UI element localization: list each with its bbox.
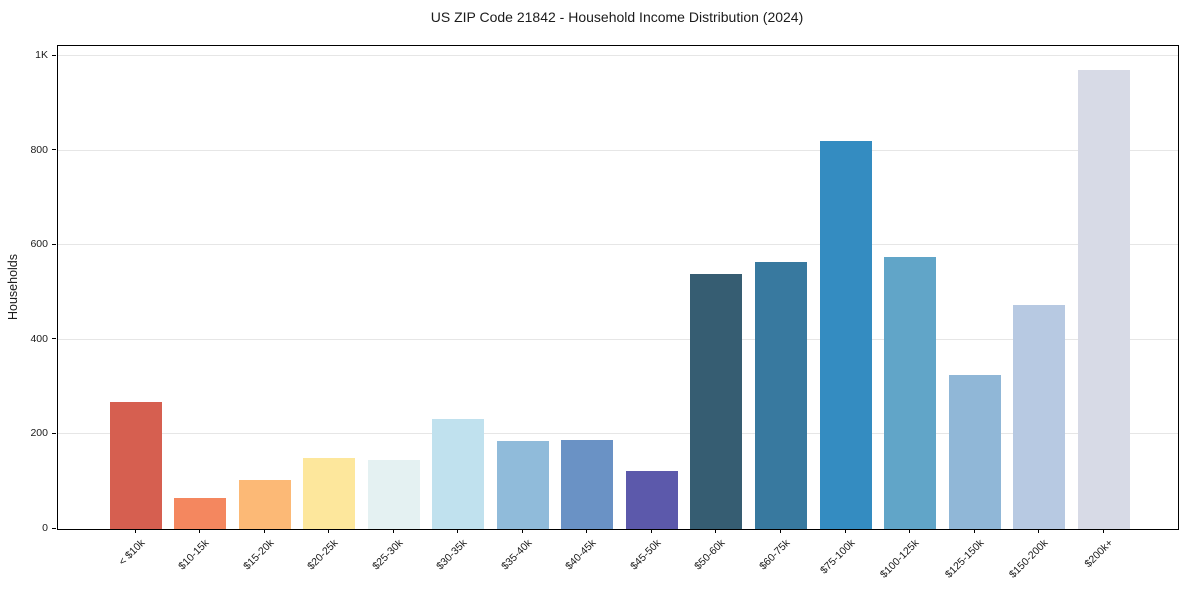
x-tick-mark [973,529,975,533]
x-tick-label: $25-30k [369,537,406,573]
y-tick-label: 1K [35,49,48,62]
bar [496,440,549,529]
x-tick-mark [263,529,265,533]
y-tick-mark [52,149,56,151]
y-tick-label: 800 [30,143,48,156]
x-tick-mark [780,529,781,533]
x-tick-label: $75-100k [817,537,858,577]
y-tick-mark [52,54,56,56]
bar [561,440,614,529]
gridline [58,55,1178,57]
x-tick-label: $10-15k [176,537,212,573]
x-tick-mark [134,529,136,533]
bar [432,419,485,529]
x-tick-label: $125-150k [942,537,987,581]
gridline [58,433,1178,435]
x-tick-label: $100-125k [878,537,922,581]
x-tick-label: $40-45k [563,537,599,573]
x-tick-label: $20-25k [305,537,341,573]
x-tick-mark [1102,529,1104,533]
x-tick-label: $150-200k [1007,537,1051,581]
x-tick-label: $30-35k [434,537,470,573]
x-tick-label: < $10k [115,537,147,568]
gridline [58,244,1178,246]
x-tick-mark [715,529,717,533]
y-tick-mark [52,527,56,529]
x-tick-mark [844,529,846,533]
x-tick-label: $45-50k [628,537,664,573]
x-tick-label: $200k+ [1082,537,1116,571]
x-tick-mark [199,529,201,533]
y-tick-label: 0 [42,522,48,534]
x-tick-label: $15-20k [240,537,277,573]
x-tick-mark [457,529,459,533]
gridline [58,338,1178,340]
bar [174,498,227,529]
bar [109,402,162,529]
bar [884,256,937,529]
x-tick-label: $50-60k [692,537,728,573]
chart-title: US ZIP Code 21842 - Household Income Dis… [430,9,804,25]
bar [303,457,356,529]
bar [819,141,872,529]
y-tick-mark [52,338,56,340]
y-tick-label: 600 [30,238,48,251]
plot-area [57,45,1179,530]
bar [690,273,743,529]
x-tick-mark [392,529,394,533]
x-tick-mark [586,529,588,533]
bar [755,261,807,529]
bar [625,470,678,529]
y-tick-mark [52,432,56,434]
x-tick-mark [1038,529,1040,533]
bar [238,479,291,529]
bar [1077,69,1130,529]
x-tick-mark [909,529,911,533]
bar [948,374,1001,529]
y-tick-label: 200 [30,427,48,440]
x-tick-label: $60-75k [757,537,793,573]
x-tick-mark [328,529,330,533]
y-tick-label: 400 [30,332,48,345]
x-tick-mark [521,529,523,533]
bar [1013,304,1066,529]
bar [367,459,420,529]
y-axis-label: Households [6,254,20,321]
x-tick-mark [650,529,652,533]
gridline [58,149,1178,151]
x-tick-label: $35-40k [498,537,535,573]
y-tick-mark [52,243,56,245]
